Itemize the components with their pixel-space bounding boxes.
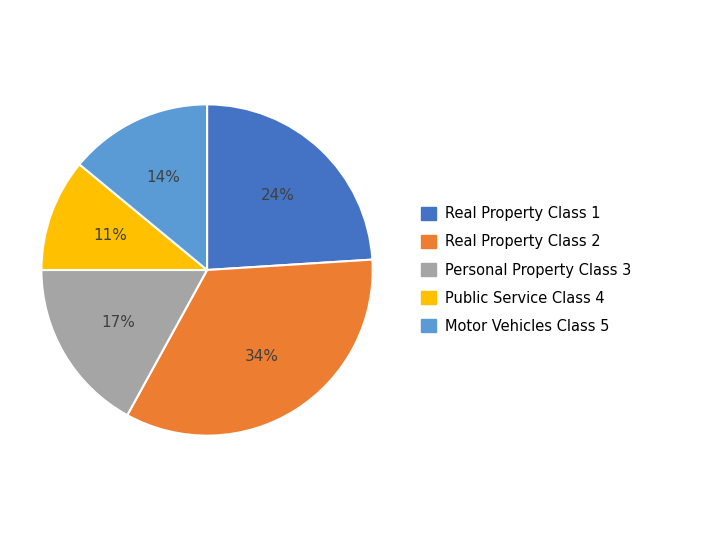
Wedge shape <box>41 164 207 270</box>
Text: 34%: 34% <box>245 349 279 364</box>
Wedge shape <box>127 260 373 436</box>
Text: 24%: 24% <box>261 187 294 202</box>
Wedge shape <box>207 104 373 270</box>
Wedge shape <box>79 104 207 270</box>
Text: 11%: 11% <box>94 228 127 242</box>
Text: 17%: 17% <box>101 315 136 330</box>
Wedge shape <box>41 270 207 415</box>
Legend: Real Property Class 1, Real Property Class 2, Personal Property Class 3, Public : Real Property Class 1, Real Property Cla… <box>421 206 631 334</box>
Text: 14%: 14% <box>146 170 180 185</box>
